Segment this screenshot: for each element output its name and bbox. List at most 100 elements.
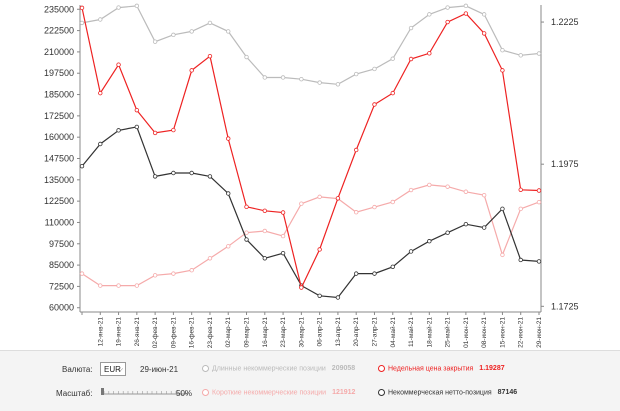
data-point — [244, 204, 249, 210]
data-point — [134, 107, 140, 113]
legend-long-value: 209058 — [331, 365, 356, 373]
data-point — [536, 51, 542, 56]
data-point — [171, 170, 176, 176]
data-point — [189, 68, 194, 73]
x-tick-label: 22-июн-21 — [518, 317, 525, 348]
legend-dot-price — [378, 365, 385, 372]
data-point — [445, 19, 450, 25]
data-point — [317, 80, 322, 85]
x-tick-label: 30-мар-21 — [298, 317, 305, 348]
data-point — [408, 249, 414, 254]
series-3 — [79, 5, 542, 290]
data-point — [299, 201, 304, 206]
legend-long[interactable]: Длинные некоммерческие позиции 209058 — [202, 365, 355, 372]
data-point — [354, 210, 359, 215]
x-tick-label: 01-июн-21 — [463, 317, 470, 348]
data-point — [372, 204, 377, 210]
data-point — [500, 47, 505, 53]
data-point — [408, 56, 414, 62]
data-point — [518, 206, 523, 212]
data-point — [189, 29, 194, 34]
data-point — [518, 257, 523, 263]
data-point — [280, 250, 286, 256]
data-point — [280, 233, 286, 239]
x-tick-label: 27-апр-21 — [371, 317, 378, 347]
scale-slider[interactable] — [100, 388, 190, 396]
data-point — [134, 283, 140, 288]
legend-long-label: Длинные некоммерческие позиции — [212, 365, 326, 373]
legend-net[interactable]: Некоммерческая нетто-позиция 87146 — [378, 389, 517, 396]
data-point — [280, 75, 286, 80]
x-tick-label: 12-янв-21 — [97, 317, 104, 347]
data-point — [79, 5, 85, 11]
x-tick-label: 09-мар-21 — [244, 317, 251, 348]
data-point — [445, 184, 450, 189]
data-point — [427, 12, 432, 17]
data-point — [280, 210, 286, 215]
data-point — [116, 62, 121, 67]
x-tick-label: 04-май-21 — [389, 317, 397, 348]
currency-label: Валюта: — [62, 365, 93, 374]
data-point — [427, 182, 432, 188]
data-point — [372, 102, 377, 107]
x-tick-label: 23-фев-21 — [207, 317, 214, 349]
data-point — [317, 293, 322, 298]
data-point — [244, 230, 249, 235]
y-left-tick-label: 172500 — [44, 111, 74, 121]
data-point — [408, 187, 414, 193]
data-point — [390, 90, 395, 96]
slider-handle[interactable] — [101, 388, 104, 395]
x-tick-label: 02-мар-21 — [225, 317, 232, 348]
x-tick-label: 06-апр-21 — [317, 317, 324, 347]
data-point — [189, 170, 194, 176]
data-point — [427, 51, 432, 56]
data-point — [390, 56, 395, 61]
y-left-tick-label: 60000 — [49, 303, 74, 313]
series-line — [81, 126, 540, 299]
data-point — [354, 271, 359, 276]
data-point — [335, 82, 341, 87]
data-point — [335, 196, 341, 201]
data-point — [372, 66, 377, 72]
data-point — [299, 285, 304, 290]
data-point — [226, 136, 231, 141]
control-panel — [0, 350, 620, 411]
y-right-tick-label: 1.1725 — [551, 301, 579, 311]
y-left-tick-label: 147500 — [44, 154, 74, 164]
data-point — [481, 31, 487, 36]
data-point — [207, 174, 213, 179]
data-point — [226, 29, 231, 34]
legend-price[interactable]: Недельная цена закрытия 1.19287 — [378, 365, 505, 372]
data-point — [518, 53, 523, 58]
y-right-tick-label: 1.2225 — [551, 17, 579, 27]
data-point — [536, 199, 542, 205]
data-point — [463, 189, 469, 194]
series-1 — [79, 182, 542, 288]
data-point — [207, 53, 213, 59]
series-0 — [79, 3, 542, 87]
legend-dot-short — [202, 389, 209, 396]
data-point — [116, 128, 121, 133]
data-point — [171, 32, 176, 38]
series-line — [81, 184, 540, 287]
x-tick-label: 26-янв-21 — [134, 317, 141, 347]
scale-label: Масштаб: — [56, 389, 93, 398]
series-line — [81, 5, 540, 85]
series-2 — [79, 124, 542, 300]
chevron-down-icon: ⌵ — [117, 366, 123, 373]
y-right-tick-label: 1.1975 — [551, 159, 579, 169]
data-point — [98, 141, 103, 147]
legend-price-value: 1.19287 — [479, 365, 505, 373]
y-left-tick-label: 135000 — [44, 175, 74, 185]
series-line — [81, 7, 540, 290]
data-point — [427, 239, 432, 244]
data-point — [171, 127, 176, 133]
currency-select[interactable]: EUR ⌵ — [100, 362, 126, 376]
data-point — [98, 283, 103, 288]
data-point — [500, 252, 505, 258]
legend-short[interactable]: Короткие некоммерческие позиции 121912 — [202, 389, 355, 396]
data-point — [116, 283, 121, 288]
data-point — [244, 237, 249, 242]
y-left-tick-label: 197500 — [44, 68, 74, 78]
data-point — [226, 191, 231, 196]
